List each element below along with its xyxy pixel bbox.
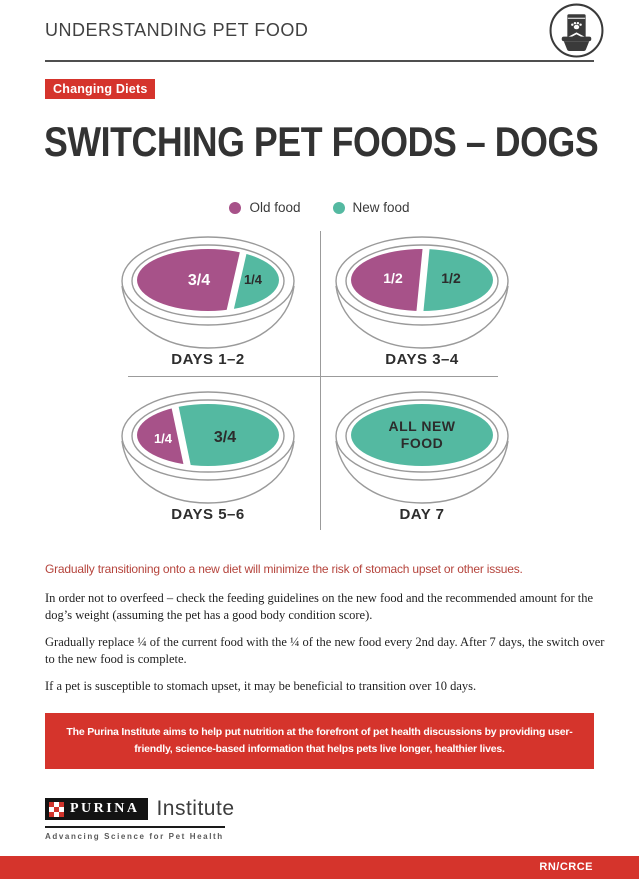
bowl-days-1-2: 3/4 1/4 [121,236,295,349]
grid-divider-horizontal [128,376,498,377]
banner-text: The Purina Institute aims to help put nu… [66,726,573,755]
legend: Old food New food [0,200,639,215]
body-paragraph: In order not to overfeed – check the fee… [45,591,594,622]
purina-wordmark: PURINA [70,801,140,816]
purina-wordmark-box: PURINA [45,798,149,820]
portion-label: FOOD [401,435,443,451]
bowl-day-7: ALL NEW FOOD [335,391,509,504]
portion-label: 3/4 [188,272,210,289]
bowl-label-days-1-2: DAYS 1–2 [171,351,245,368]
legend-item-old-food: Old food [229,200,301,215]
new-food-slice [422,249,493,311]
legend-label-old: Old food [249,200,301,215]
new-food-slice [351,404,493,466]
body-copy: In order not to overfeed – check the fee… [45,590,605,706]
institute-wordmark: Institute [156,797,235,820]
header-rule [45,60,594,62]
portion-label: 1/2 [383,270,403,286]
purina-checkerboard-icon [49,801,64,817]
old-food-slice [137,404,187,466]
legend-item-new-food: New food [332,200,410,215]
changing-diets-badge: Changing Diets [45,79,156,99]
page-title: SWITCHING PET FOODS – DOGS [44,118,599,165]
logo-rule [45,826,225,828]
legend-label-new: New food [352,200,410,215]
bowl-days-3-4: 1/2 1/2 [335,236,509,349]
bowl-label-day-7: DAY 7 [399,506,445,523]
lead-text: Gradually transitioning onto a new diet … [45,562,523,576]
body-paragraph: Gradually replace ¼ of the current food … [45,635,605,666]
portion-label: 1/4 [244,272,263,287]
portion-label: 1/2 [441,270,461,286]
new-food-dot-icon [332,201,345,214]
new-food-slice [230,249,279,311]
footer-bar: RN/CRCE [0,856,639,879]
portion-label: 3/4 [214,429,236,446]
header-title: UNDERSTANDING PET FOOD [45,20,309,40]
footer-code: RN/CRCE [539,861,593,873]
pet-food-bag-and-bowl-icon [548,2,605,64]
portion-label: ALL NEW [388,418,455,434]
grid-divider-vertical [320,231,321,530]
body-paragraph: If a pet is susceptible to stomach upset… [45,679,477,693]
purina-institute-logo: PURINA Institute Advancing Science for P… [45,797,235,841]
bowl-label-days-3-4: DAYS 3–4 [385,351,459,368]
info-banner: The Purina Institute aims to help put nu… [45,713,594,769]
bowl-days-5-6: 1/4 3/4 [121,391,295,504]
bowl-label-days-5-6: DAYS 5–6 [171,506,245,523]
portion-label: 1/4 [154,431,173,446]
old-food-dot-icon [229,201,242,214]
logo-tagline: Advancing Science for Pet Health [45,832,224,841]
